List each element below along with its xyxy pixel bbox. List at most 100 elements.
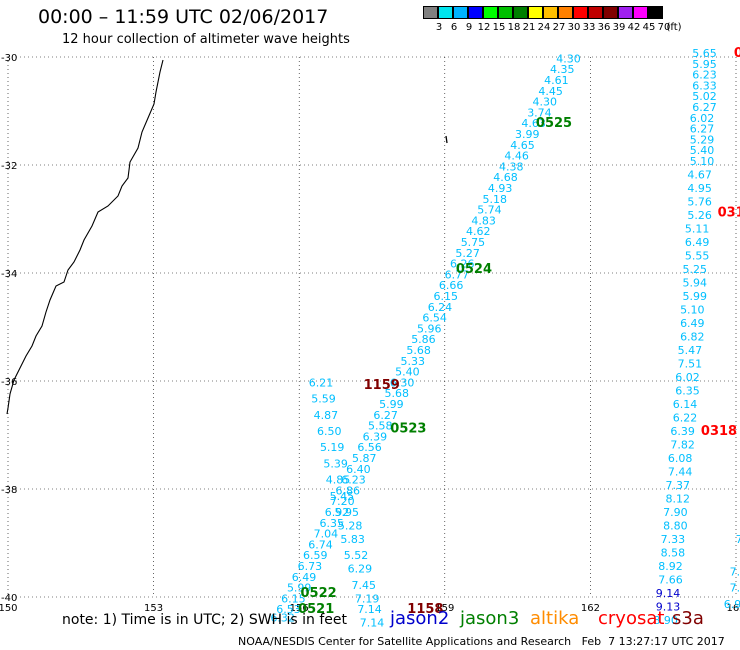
swh-value: 4.61 bbox=[544, 74, 569, 87]
legend-swatch bbox=[543, 6, 558, 19]
swh-value: 8.92 bbox=[658, 560, 683, 573]
legend-tick-label: 9 bbox=[465, 22, 473, 33]
swh-value: 8.90 bbox=[653, 614, 678, 627]
swh-value: 6.77 bbox=[445, 268, 470, 281]
swh-value: 5.87 bbox=[352, 452, 377, 465]
swh-value: 5.96 bbox=[417, 322, 442, 335]
lon-tick-label: 165 bbox=[726, 603, 740, 614]
pass-time-label: 0525 bbox=[536, 116, 572, 131]
swh-value: 4.87 bbox=[314, 409, 339, 422]
swh-value: 8.80 bbox=[663, 520, 688, 533]
legend-tick-label: 30 bbox=[567, 22, 581, 33]
legend-cryosat: cryosat bbox=[598, 608, 665, 629]
swh-value: 6.49 bbox=[685, 236, 710, 249]
swh-value: 7.19 bbox=[355, 592, 380, 605]
swh-value: 5.99 bbox=[287, 582, 312, 595]
swh-value: 5.45 bbox=[330, 490, 355, 503]
swh-value: 4.85 bbox=[326, 474, 351, 487]
swh-value: 6.49 bbox=[680, 317, 705, 330]
swh-value: 6.14 bbox=[673, 398, 698, 411]
swh-value: 6.26 bbox=[450, 258, 475, 271]
swh-value: 6.50 bbox=[317, 425, 342, 438]
swh-value: 5.40 bbox=[690, 144, 715, 157]
lat-tick-label: -40 bbox=[1, 593, 17, 604]
swh-value: 6.39 bbox=[363, 430, 388, 443]
pass-time-label: 0523 bbox=[390, 421, 426, 436]
swh-value: 8.12 bbox=[666, 493, 691, 506]
swh-value: 5.99 bbox=[379, 398, 404, 411]
page-subtitle: 12 hour collection of altimeter wave hei… bbox=[62, 32, 350, 47]
pass-time-label: 0524 bbox=[456, 262, 492, 277]
swh-value: 5.95 bbox=[335, 506, 360, 519]
pass-time-label: 0 bbox=[734, 46, 740, 61]
swh-value: 5.58 bbox=[368, 420, 393, 433]
swh-value: 5.75 bbox=[461, 236, 486, 249]
swh-value: 7.33 bbox=[661, 533, 686, 546]
swh-value: 4.93 bbox=[488, 182, 513, 195]
swh-value: 4.68 bbox=[493, 171, 518, 184]
swh-value: 5.19 bbox=[320, 441, 345, 454]
swh-value: 6.02 bbox=[675, 371, 700, 384]
swh-value: 5.10 bbox=[680, 304, 705, 317]
swh-value: 6.56 bbox=[357, 441, 382, 454]
swh-value: 6.15 bbox=[281, 592, 306, 605]
swh-value: 7.4 bbox=[730, 582, 740, 595]
swh-value: 6.23 bbox=[692, 69, 717, 82]
swh-value: 4.35 bbox=[550, 63, 575, 76]
swh-value: 9.14 bbox=[656, 587, 681, 600]
swh-value: 7.37 bbox=[666, 479, 691, 492]
swh-value: 6.59 bbox=[303, 549, 328, 562]
swh-value: 6.33 bbox=[692, 79, 717, 92]
swh-value: 5.11 bbox=[685, 223, 710, 236]
swh-value: 4.46 bbox=[504, 150, 529, 163]
swh-value: 9.13 bbox=[656, 601, 681, 614]
altimeter-tracks: 4.304.354.614.454.303.744.633.994.654.46… bbox=[270, 46, 740, 630]
legend-swatch bbox=[573, 6, 588, 19]
swh-value: 6.96 bbox=[724, 598, 740, 611]
lat-tick-label: -38 bbox=[1, 485, 17, 496]
swh-value: 6.35 bbox=[675, 385, 700, 398]
legend-swatch bbox=[498, 6, 513, 19]
swh-value: 7.20 bbox=[330, 495, 355, 508]
swh-value: 4.30 bbox=[533, 96, 558, 109]
swh-value: 7. bbox=[736, 533, 740, 546]
swh-value: 5.68 bbox=[406, 344, 431, 357]
swh-value: 6.54 bbox=[422, 312, 447, 325]
swh-value: 6.66 bbox=[439, 279, 464, 292]
swh-value: 5.94 bbox=[682, 277, 707, 290]
swh-value: 6.22 bbox=[673, 412, 698, 425]
swh-value: 6.23 bbox=[341, 474, 366, 487]
swh-value: 6.08 bbox=[668, 452, 693, 465]
legend-swatch bbox=[648, 6, 663, 19]
legend-tick-label: 33 bbox=[582, 22, 596, 33]
swh-value: 5.40 bbox=[395, 366, 420, 379]
swh-value: 3.99 bbox=[515, 128, 540, 141]
legend-altika: altika bbox=[530, 608, 580, 629]
swh-value: 6.53 bbox=[276, 603, 301, 616]
swh-value: 6.30 bbox=[390, 376, 415, 389]
pass-time-label: 0318 bbox=[701, 424, 737, 439]
swh-value: 4.62 bbox=[466, 225, 491, 238]
swh-value: 4.67 bbox=[687, 169, 712, 182]
swh-value: 5.65 bbox=[692, 47, 717, 60]
swh-value: 7.04 bbox=[314, 528, 339, 541]
lat-tick-label: -32 bbox=[1, 161, 17, 172]
swh-value: 5.33 bbox=[401, 355, 426, 368]
swh-value: 6.73 bbox=[298, 560, 323, 573]
pass-time-label: 031 bbox=[718, 205, 740, 220]
swh-value: 6.29 bbox=[348, 563, 373, 576]
swh-value: 6.92 bbox=[325, 506, 350, 519]
legend-swatch bbox=[468, 6, 483, 19]
lon-tick-label: 162 bbox=[581, 603, 600, 614]
swh-value: 5.52 bbox=[344, 549, 369, 562]
swh-value: 4.95 bbox=[687, 182, 712, 195]
legend-tick-label: 42 bbox=[627, 22, 641, 33]
legend-tick-label: 27 bbox=[552, 22, 566, 33]
swh-value: 7.45 bbox=[351, 579, 376, 592]
swh-value: 4.38 bbox=[499, 160, 524, 173]
legend-swatch bbox=[438, 6, 453, 19]
credit-line: NOAA/NESDIS Center for Satellite Applica… bbox=[238, 635, 725, 648]
lon-tick-label: 153 bbox=[144, 603, 163, 614]
legend-s3a: s3a bbox=[672, 608, 704, 629]
lon-tick-label: 159 bbox=[435, 603, 454, 614]
